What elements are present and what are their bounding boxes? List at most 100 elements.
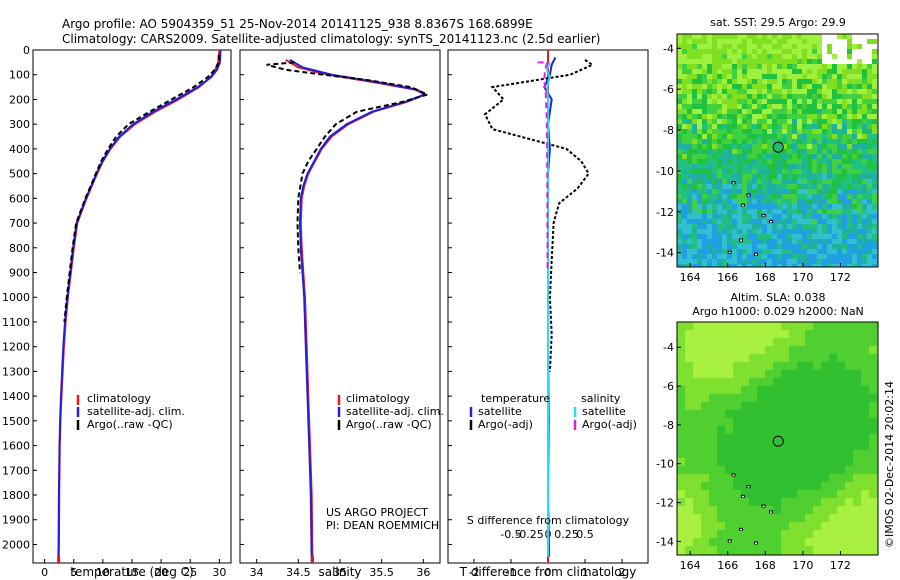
map-cell [749, 426, 757, 434]
map-cell [837, 264, 842, 267]
map-cell [692, 194, 697, 199]
map-cell [772, 254, 777, 259]
map-cell [807, 159, 812, 164]
map-cell [777, 114, 782, 119]
map-cell [782, 139, 787, 144]
map-cell [757, 154, 762, 159]
map-cell [867, 149, 872, 154]
map-cell [832, 224, 837, 229]
map-cell [682, 214, 687, 219]
map-cell [789, 474, 797, 482]
map-cell [869, 410, 877, 418]
map-cell [787, 194, 792, 199]
map-cell [782, 119, 787, 124]
map-cell [677, 109, 682, 114]
map-cell [861, 434, 869, 442]
map-cell [752, 209, 757, 214]
map-cell [842, 169, 847, 174]
map-cell [867, 59, 872, 64]
map-cell [857, 129, 862, 134]
map-cell [832, 99, 837, 104]
map-cell [741, 426, 749, 434]
map-cell [847, 129, 852, 134]
map-cell [797, 119, 802, 124]
map-cell [817, 74, 822, 79]
map-cell [707, 89, 712, 94]
legend-label-satellite: satellite-adj. clim. [87, 405, 185, 418]
t-difference-x-label: T difference from climatology [459, 565, 637, 579]
map-cell [807, 74, 812, 79]
map-cell [732, 79, 737, 84]
map-cell [682, 44, 687, 49]
map-cell [732, 89, 737, 94]
map-cell [812, 259, 817, 264]
x-tick-label: 34.5 [286, 566, 311, 579]
map-cell [782, 164, 787, 169]
map-cell [827, 189, 832, 194]
map-cell [677, 346, 685, 354]
map-cell [712, 54, 717, 59]
map-cell [762, 184, 767, 189]
map-cell [797, 249, 802, 254]
map-cell [717, 139, 722, 144]
map-cell [787, 199, 792, 204]
map-cell [677, 154, 682, 159]
map-cell [727, 34, 732, 39]
temperature-plot-marks: 0 5 10 15 20 25 300100200300400500600700800900… [2, 44, 226, 579]
map-cell [832, 49, 837, 54]
map-cell [765, 354, 773, 362]
map-cell [727, 114, 732, 119]
map-cell [692, 244, 697, 249]
map-cell [852, 129, 857, 134]
map-cell [732, 244, 737, 249]
map-cell [821, 506, 829, 514]
map-y-tick-label: -6 [663, 380, 674, 393]
map-cell [802, 64, 807, 69]
salinity-plot-marks: 34 34.5 35 35.5 36 [240, 49, 431, 579]
map-cell [827, 199, 832, 204]
salinity-legend: climatology satellite-adj. clim. Argo(..… [337, 392, 444, 431]
map-cell [717, 149, 722, 154]
map-cell [685, 394, 693, 402]
map-cell [677, 239, 682, 244]
map-cell [837, 209, 842, 214]
map-cell [813, 338, 821, 346]
map-cell [807, 169, 812, 174]
map-cell [822, 99, 827, 104]
map-cell [797, 418, 805, 426]
map-cell [693, 330, 701, 338]
map-cell [857, 229, 862, 234]
map-cell [685, 506, 693, 514]
map-cell [747, 119, 752, 124]
map-cell [712, 144, 717, 149]
map-cell [687, 139, 692, 144]
map-cell [792, 259, 797, 264]
map-cell [797, 34, 802, 39]
map-cell [757, 174, 762, 179]
map-cell [687, 229, 692, 234]
map-cell [789, 442, 797, 450]
map-cell [787, 209, 792, 214]
map-cell [757, 442, 765, 450]
map-cell [687, 154, 692, 159]
map-cell [725, 362, 733, 370]
x-tick-label: 0 [41, 566, 48, 579]
map-cell [797, 134, 802, 139]
map-cell [792, 204, 797, 209]
map-cell [692, 239, 697, 244]
map-cell [707, 254, 712, 259]
map-cell [827, 99, 832, 104]
map-cell [722, 109, 727, 114]
map-cell [737, 129, 742, 134]
map-cell [697, 114, 702, 119]
map-cell [797, 139, 802, 144]
s-tick-label: 0.25 [554, 528, 579, 541]
map-cell [792, 179, 797, 184]
map-cell [677, 264, 682, 267]
map-cell [717, 99, 722, 104]
map-cell [702, 124, 707, 129]
map-cell [767, 229, 772, 234]
map-cell [842, 199, 847, 204]
map-cell [732, 139, 737, 144]
map-cell [692, 159, 697, 164]
